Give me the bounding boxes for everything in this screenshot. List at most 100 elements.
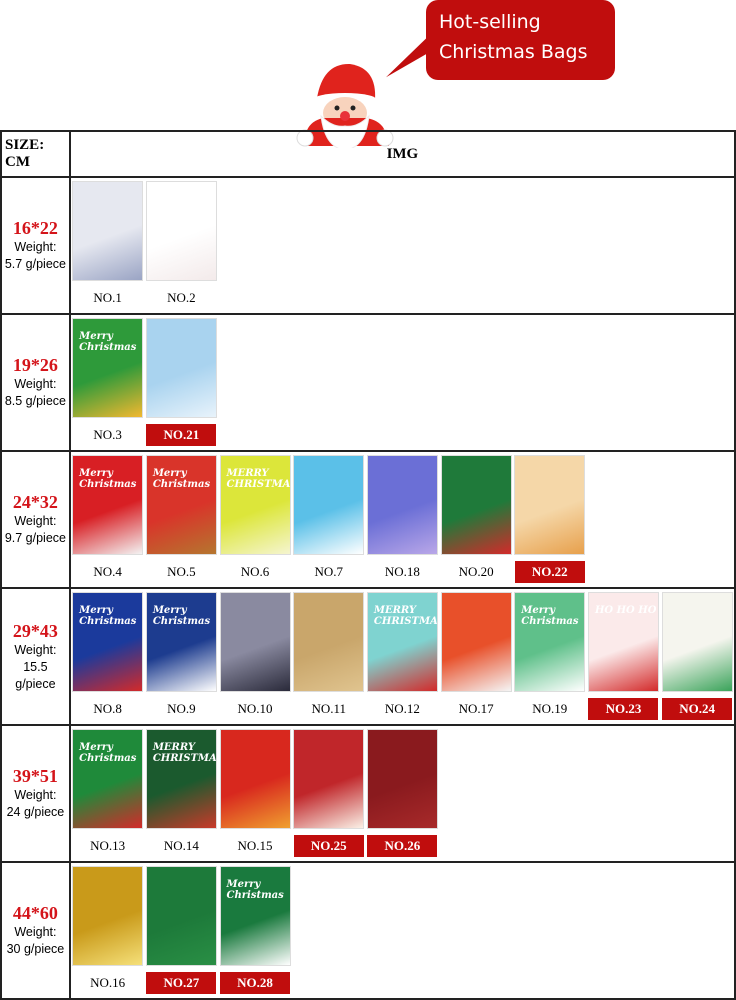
weight-label: Weight:: [14, 514, 57, 528]
product-image[interactable]: [219, 592, 291, 692]
product-item[interactable]: Merry Christmas NO.8: [71, 592, 145, 722]
product-number-label: NO.18: [384, 564, 420, 579]
product-image[interactable]: [661, 592, 733, 692]
size-cell: 39*51 Weight: 24 g/piece: [0, 724, 71, 863]
banner-line-1: Hot-selling: [439, 11, 541, 33]
size-cell: 24*32 Weight: 9.7 g/piece: [0, 450, 71, 589]
product-item[interactable]: MERRY CHRISTMAS NO.14: [145, 729, 219, 859]
product-image[interactable]: [72, 181, 144, 281]
product-number-label: NO.9: [167, 701, 196, 716]
product-item[interactable]: Merry Christmas NO.19: [513, 592, 587, 722]
product-image[interactable]: [293, 592, 365, 692]
weight-value: 30 g/piece: [6, 942, 65, 956]
product-item[interactable]: Merry Christmas NO.4: [71, 455, 145, 585]
product-number-label: NO.15: [237, 838, 273, 853]
product-number-label: NO.3: [93, 427, 122, 442]
size-cell: 44*60 Weight: 30 g/piece: [0, 861, 71, 1000]
images-cell: NO.16 NO.27 Merry Christmas NO.28: [68, 861, 736, 1000]
product-image[interactable]: [366, 729, 438, 829]
product-image-text: Merry Christmas: [226, 879, 284, 901]
product-item[interactable]: NO.20: [439, 455, 513, 585]
weight-value: 5.7 g/piece: [4, 257, 66, 271]
product-image-text: MERRY CHRISTMAS: [152, 742, 217, 764]
size-value: 16*22: [12, 218, 58, 238]
product-number-label: NO.7: [314, 564, 343, 579]
product-image-text: Merry Christmas: [521, 605, 579, 627]
img-column-header: IMG: [68, 130, 736, 178]
size-table: SIZE: CM IMG 16*22 Weight: 5.7 g/piece NO.1…: [0, 130, 736, 1000]
product-image[interactable]: Merry Christmas: [72, 318, 144, 418]
product-item[interactable]: NO.1: [71, 181, 145, 311]
product-image-text: HO HO HO: [594, 605, 657, 616]
product-image[interactable]: [440, 455, 512, 555]
product-image[interactable]: Merry Christmas: [72, 455, 144, 555]
images-cell: Merry Christmas NO.4 Merry Christmas NO.5 ME…: [68, 450, 736, 589]
product-image-text: Merry Christmas: [79, 331, 137, 353]
product-number-label: NO.25: [293, 835, 364, 857]
size-row: 44*60 Weight: 30 g/piece NO.16 NO.27 Merry Ch…: [0, 861, 736, 1000]
product-item[interactable]: NO.7: [292, 455, 366, 585]
product-item[interactable]: MERRY CHRISTMAS NO.6: [218, 455, 292, 585]
product-item[interactable]: NO.10: [218, 592, 292, 722]
product-image[interactable]: MERRY CHRISTMAS: [366, 592, 438, 692]
product-item[interactable]: Merry Christmas NO.28: [218, 866, 292, 996]
product-image[interactable]: HO HO HO: [587, 592, 659, 692]
product-item[interactable]: NO.15: [218, 729, 292, 859]
product-item[interactable]: Merry Christmas NO.9: [145, 592, 219, 722]
product-image[interactable]: [514, 455, 586, 555]
product-number-label: NO.22: [514, 561, 585, 583]
product-image[interactable]: [145, 318, 217, 418]
size-cell: 16*22 Weight: 5.7 g/piece: [0, 176, 71, 315]
size-value: 29*43: [12, 620, 58, 641]
product-number-label: NO.10: [237, 701, 273, 716]
product-image[interactable]: Merry Christmas: [514, 592, 586, 692]
product-number-label: NO.12: [384, 701, 420, 716]
product-number-label: NO.4: [93, 564, 122, 579]
size-value: 24*32: [12, 492, 58, 512]
size-cell: 19*26 Weight: 8.5 g/piece: [0, 313, 71, 452]
product-image[interactable]: [440, 592, 512, 692]
product-item[interactable]: NO.26: [366, 729, 440, 859]
product-image[interactable]: [293, 729, 365, 829]
product-item[interactable]: NO.17: [439, 592, 513, 722]
product-image[interactable]: Merry Christmas: [72, 592, 144, 692]
product-number-label: NO.17: [458, 701, 494, 716]
product-number-label: NO.24: [662, 698, 733, 720]
product-item[interactable]: MERRY CHRISTMAS NO.12: [366, 592, 440, 722]
product-item[interactable]: NO.22: [513, 455, 587, 585]
product-image[interactable]: [145, 866, 217, 966]
product-image[interactable]: [72, 866, 144, 966]
product-item[interactable]: Merry Christmas NO.13: [71, 729, 145, 859]
product-image[interactable]: Merry Christmas: [145, 455, 217, 555]
product-item[interactable]: NO.24: [660, 592, 734, 722]
product-image[interactable]: MERRY CHRISTMAS: [145, 729, 217, 829]
product-item[interactable]: NO.27: [145, 866, 219, 996]
product-item[interactable]: HO HO HO NO.23: [587, 592, 661, 722]
product-number-label: NO.27: [146, 972, 217, 994]
product-item[interactable]: Merry Christmas NO.3: [71, 318, 145, 448]
size-row: 29*43 Weight: 15.5 g/piece Merry Christmas N…: [0, 587, 736, 726]
product-item[interactable]: NO.11: [292, 592, 366, 722]
product-image[interactable]: [293, 455, 365, 555]
product-image[interactable]: [366, 455, 438, 555]
product-image[interactable]: MERRY CHRISTMAS: [219, 455, 291, 555]
product-image[interactable]: Merry Christmas: [145, 592, 217, 692]
product-item[interactable]: Merry Christmas NO.5: [145, 455, 219, 585]
product-number-label: NO.23: [588, 698, 659, 720]
product-image-text: Merry Christmas: [79, 605, 137, 627]
product-item[interactable]: NO.21: [145, 318, 219, 448]
weight-label: Weight:: [14, 925, 57, 939]
product-image[interactable]: [145, 181, 217, 281]
size-value: 44*60: [12, 903, 58, 923]
product-image[interactable]: Merry Christmas: [72, 729, 144, 829]
images-cell: Merry Christmas NO.3 NO.21: [68, 313, 736, 452]
product-item[interactable]: NO.2: [145, 181, 219, 311]
product-number-label: NO.28: [220, 972, 291, 994]
product-item[interactable]: NO.25: [292, 729, 366, 859]
product-item[interactable]: NO.16: [71, 866, 145, 996]
banner-line-2: Christmas Bags: [439, 41, 588, 63]
size-value: 39*51: [12, 766, 58, 786]
product-item[interactable]: NO.18: [366, 455, 440, 585]
product-image[interactable]: Merry Christmas: [219, 866, 291, 966]
product-image[interactable]: [219, 729, 291, 829]
